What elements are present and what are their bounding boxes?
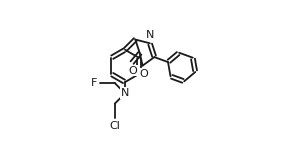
Text: N: N <box>146 30 154 40</box>
Text: O: O <box>139 69 148 79</box>
Text: Cl: Cl <box>109 121 120 131</box>
Text: N: N <box>121 88 129 98</box>
Text: F: F <box>91 78 97 88</box>
Text: O: O <box>128 66 137 75</box>
